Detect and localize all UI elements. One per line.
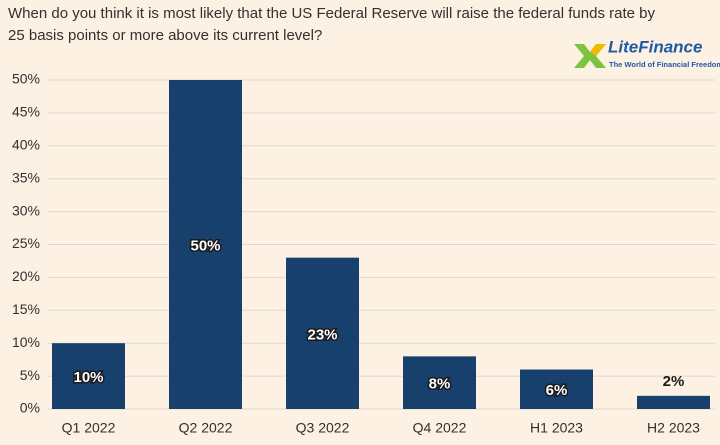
y-tick-label: 30% bbox=[12, 202, 40, 218]
value-label: 23% bbox=[307, 326, 337, 343]
y-tick-label: 35% bbox=[12, 169, 40, 185]
value-label: 8% bbox=[429, 376, 451, 393]
bar bbox=[52, 343, 125, 409]
value-label: 6% bbox=[546, 382, 568, 399]
y-tick-label: 25% bbox=[12, 235, 40, 251]
y-tick-label: 20% bbox=[12, 268, 40, 284]
y-tick-label: 10% bbox=[12, 334, 40, 350]
bar bbox=[637, 395, 710, 409]
y-tick-label: 15% bbox=[12, 301, 40, 317]
value-label: 2% bbox=[663, 373, 685, 390]
bar bbox=[169, 80, 242, 409]
bar bbox=[520, 369, 593, 409]
logo: LiteFinance The World of Financial Freed… bbox=[574, 37, 720, 69]
x-tick-label: H2 2023 bbox=[647, 420, 700, 436]
logo-icon bbox=[574, 44, 606, 68]
x-tick-label: Q1 2022 bbox=[62, 420, 116, 436]
y-tick-label: 45% bbox=[12, 104, 40, 120]
y-tick-label: 5% bbox=[20, 367, 40, 383]
logo-name: LiteFinance bbox=[608, 37, 702, 56]
value-label: 50% bbox=[190, 237, 220, 254]
y-tick-label: 50% bbox=[12, 71, 40, 87]
x-tick-label: Q3 2022 bbox=[296, 420, 350, 436]
bar bbox=[403, 356, 476, 409]
y-tick-label: 40% bbox=[12, 137, 40, 153]
bar bbox=[286, 257, 359, 409]
value-label: 10% bbox=[73, 369, 103, 386]
y-tick-label: 0% bbox=[20, 400, 40, 416]
chart-title: When do you think it is most likely that… bbox=[8, 5, 655, 44]
x-tick-label: H1 2023 bbox=[530, 420, 583, 436]
logo-tagline: The World of Financial Freedom bbox=[609, 60, 720, 69]
x-tick-label: Q4 2022 bbox=[413, 420, 467, 436]
x-tick-label: Q2 2022 bbox=[179, 420, 233, 436]
